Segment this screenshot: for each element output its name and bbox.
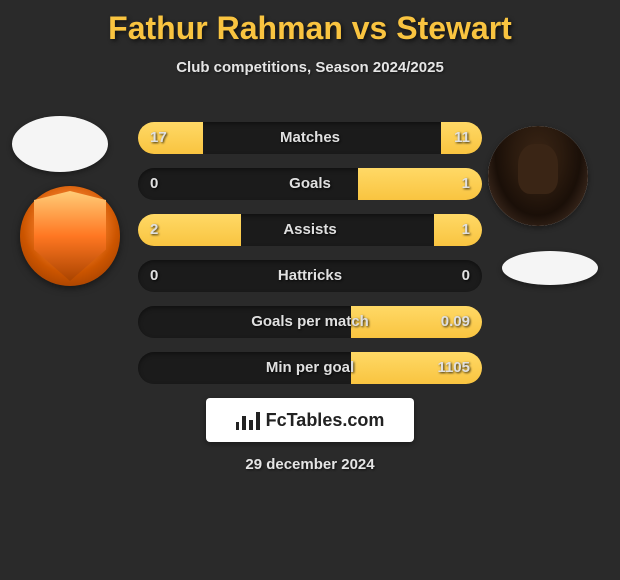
stat-row: 0.09Goals per match: [138, 306, 482, 338]
stat-label: Goals: [138, 168, 482, 200]
stat-label: Min per goal: [138, 352, 482, 384]
stat-row: 21Assists: [138, 214, 482, 246]
player-photo-icon: [488, 126, 588, 226]
player-left-avatar-placeholder: [12, 116, 108, 172]
stat-row: 00Hattricks: [138, 260, 482, 292]
stat-row: 01Goals: [138, 168, 482, 200]
player-right-avatar: [488, 126, 588, 226]
player-right-club-placeholder: [502, 251, 598, 285]
stat-label: Assists: [138, 214, 482, 246]
stat-label: Matches: [138, 122, 482, 154]
page-title: Fathur Rahman vs Stewart: [0, 0, 620, 47]
stat-label: Goals per match: [138, 306, 482, 338]
source-badge[interactable]: FcTables.com: [206, 398, 414, 442]
stats-container: 1711Matches 01Goals 21Assists 00Hattricks 0.…: [138, 122, 482, 398]
stat-label: Hattricks: [138, 260, 482, 292]
date-label: 29 december 2024: [0, 456, 620, 473]
stat-row: 1105Min per goal: [138, 352, 482, 384]
page-subtitle: Club competitions, Season 2024/2025: [0, 59, 620, 76]
club-logo-shield-icon: [30, 191, 110, 281]
source-label: FcTables.com: [266, 410, 385, 431]
chart-icon: [236, 410, 260, 430]
player-left-club-logo: [20, 186, 120, 286]
stat-row: 1711Matches: [138, 122, 482, 154]
